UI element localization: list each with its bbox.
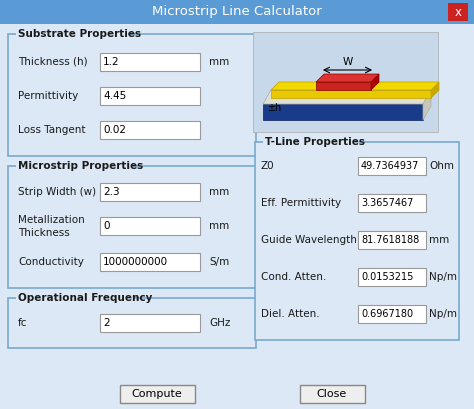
- Text: Permittivity: Permittivity: [18, 91, 78, 101]
- Bar: [358, 157, 426, 175]
- Text: x: x: [455, 5, 462, 18]
- Polygon shape: [431, 82, 439, 98]
- Bar: [253, 32, 438, 132]
- Text: Conductivity: Conductivity: [18, 257, 84, 267]
- Polygon shape: [263, 90, 431, 104]
- Text: 4.45: 4.45: [103, 91, 126, 101]
- Text: Microstrip Properties: Microstrip Properties: [18, 161, 143, 171]
- Text: 3.3657467: 3.3657467: [361, 198, 413, 208]
- Polygon shape: [316, 82, 371, 90]
- Bar: [100, 217, 200, 235]
- Bar: [358, 231, 426, 249]
- Bar: [100, 183, 200, 201]
- Polygon shape: [371, 74, 379, 90]
- Bar: [255, 142, 459, 340]
- Text: Thickness: Thickness: [18, 228, 70, 238]
- Text: S/m: S/m: [209, 257, 229, 267]
- Text: 0.0153215: 0.0153215: [361, 272, 413, 282]
- Bar: [100, 314, 200, 332]
- Bar: [448, 3, 468, 21]
- Text: mm: mm: [209, 221, 229, 231]
- Text: W: W: [342, 57, 353, 67]
- Text: GHz: GHz: [209, 318, 230, 328]
- Text: Microstrip Line Calculator: Microstrip Line Calculator: [152, 5, 322, 18]
- Bar: [100, 53, 200, 71]
- Text: T-Line Properties: T-Line Properties: [265, 137, 365, 147]
- Text: 49.7364937: 49.7364937: [361, 161, 419, 171]
- Text: Substrate Properties: Substrate Properties: [18, 29, 141, 39]
- Bar: [300, 385, 365, 403]
- Text: Loss Tangent: Loss Tangent: [18, 125, 85, 135]
- Bar: [100, 253, 200, 271]
- Text: mm: mm: [429, 235, 449, 245]
- Bar: [16, 161, 133, 171]
- Text: Close: Close: [317, 389, 347, 399]
- Polygon shape: [271, 90, 431, 98]
- Text: Compute: Compute: [132, 389, 182, 399]
- Text: Cond. Atten.: Cond. Atten.: [261, 272, 326, 282]
- Bar: [358, 194, 426, 212]
- Text: Diel. Atten.: Diel. Atten.: [261, 309, 319, 319]
- Text: 2.3: 2.3: [103, 187, 119, 197]
- Polygon shape: [271, 82, 439, 90]
- Text: Guide Wavelength: Guide Wavelength: [261, 235, 357, 245]
- Bar: [100, 87, 200, 105]
- Bar: [358, 268, 426, 286]
- Bar: [120, 385, 195, 403]
- Text: Operational Frequency: Operational Frequency: [18, 293, 152, 303]
- Text: Np/m: Np/m: [429, 272, 457, 282]
- Text: mm: mm: [209, 57, 229, 67]
- Text: mm: mm: [209, 187, 229, 197]
- Text: 2: 2: [103, 318, 109, 328]
- Bar: [358, 305, 426, 323]
- Text: Z0: Z0: [261, 161, 274, 171]
- Text: fc: fc: [18, 318, 27, 328]
- Bar: [0, 0, 474, 24]
- Polygon shape: [423, 90, 431, 120]
- Text: ±h: ±h: [267, 103, 281, 113]
- Polygon shape: [316, 74, 379, 82]
- Text: 0.6967180: 0.6967180: [361, 309, 413, 319]
- Bar: [16, 293, 133, 303]
- Bar: [8, 34, 256, 156]
- Bar: [8, 166, 256, 288]
- Bar: [100, 121, 200, 139]
- Text: Metallization: Metallization: [18, 215, 85, 225]
- Text: 81.7618188: 81.7618188: [361, 235, 419, 245]
- Text: 0: 0: [103, 221, 109, 231]
- Text: 1.2: 1.2: [103, 57, 119, 67]
- Text: Strip Width (w): Strip Width (w): [18, 187, 96, 197]
- Text: Thickness (h): Thickness (h): [18, 57, 88, 67]
- Text: Ohm: Ohm: [429, 161, 454, 171]
- Text: 1000000000: 1000000000: [103, 257, 168, 267]
- Bar: [263, 104, 423, 120]
- Text: Np/m: Np/m: [429, 309, 457, 319]
- Text: 0.02: 0.02: [103, 125, 126, 135]
- Text: Eff. Permittivity: Eff. Permittivity: [261, 198, 341, 208]
- Bar: [263, 137, 359, 147]
- Bar: [8, 298, 256, 348]
- Bar: [16, 29, 128, 39]
